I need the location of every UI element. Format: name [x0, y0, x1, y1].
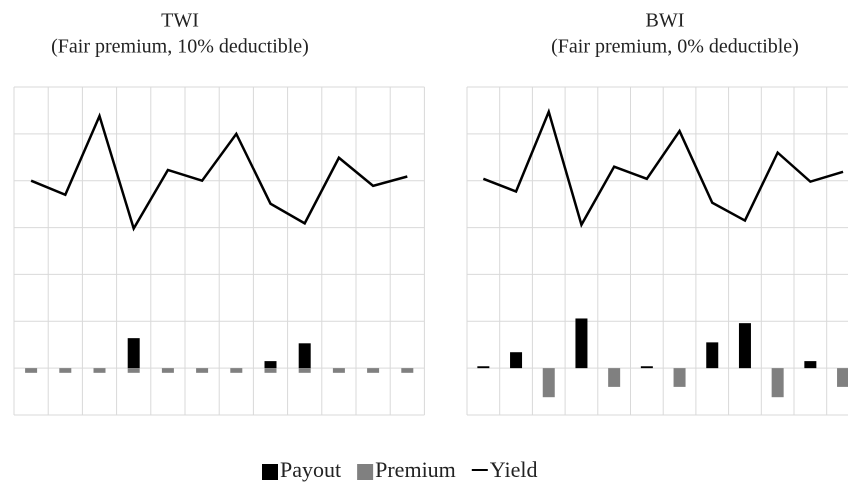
chart-subtitle: (Fair premium, 10% deductible) [51, 36, 309, 58]
bar [477, 366, 490, 369]
bar [771, 368, 784, 398]
bar [93, 368, 106, 373]
legend-label: Premium [375, 457, 456, 482]
bar [510, 352, 523, 369]
chart-title: TWI [161, 10, 199, 32]
bar [298, 368, 311, 373]
legend-swatch [357, 464, 374, 480]
bar [738, 323, 751, 369]
bar [264, 368, 277, 373]
legend-label: Payout [280, 457, 341, 482]
bar [706, 342, 719, 369]
bar [367, 368, 380, 373]
chart-title: BWI [646, 10, 685, 32]
legend-label: Yield [490, 457, 538, 482]
bar [401, 368, 414, 373]
bar [230, 368, 243, 373]
bar [127, 368, 140, 373]
bar [608, 368, 621, 387]
bar [837, 368, 848, 387]
bar [542, 368, 555, 398]
bar [127, 338, 140, 369]
line [30, 112, 408, 232]
line [482, 108, 844, 228]
bar [59, 368, 72, 373]
bar [264, 361, 277, 369]
legend: Payout Premium Yield [262, 457, 537, 482]
bar [25, 368, 38, 373]
bar [161, 368, 174, 373]
bar [804, 361, 817, 369]
bar [298, 343, 311, 369]
bar [332, 368, 345, 373]
chart-subtitle: (Fair premium, 0% deductible) [551, 36, 799, 58]
bar [196, 368, 209, 373]
bar [640, 366, 653, 369]
bar [673, 368, 686, 387]
bar [575, 318, 588, 369]
legend-swatch [262, 464, 278, 480]
